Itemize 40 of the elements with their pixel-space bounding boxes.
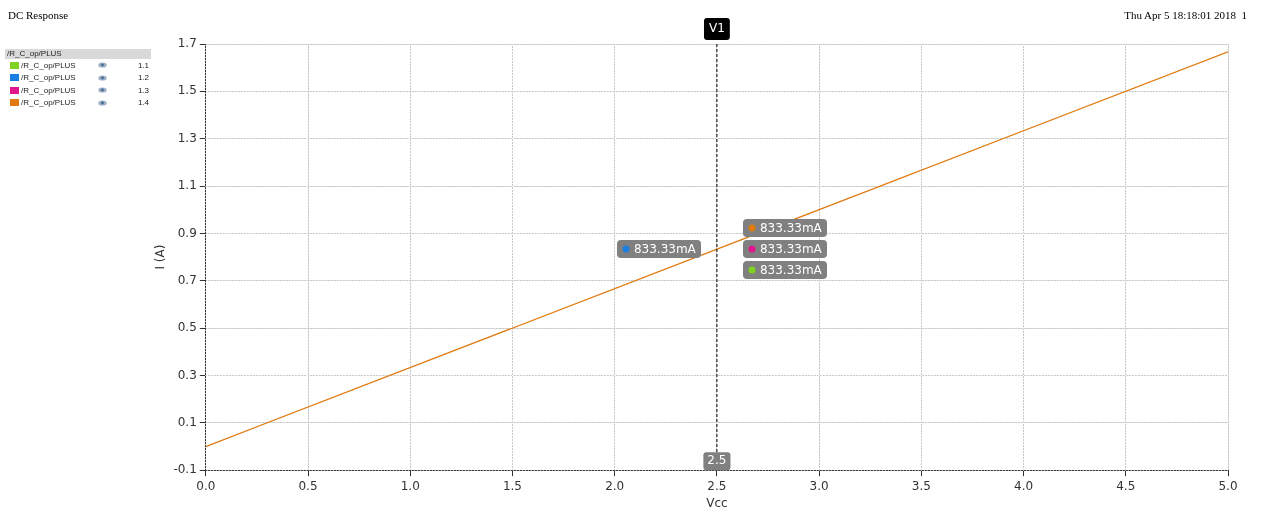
x-tick-label: 3.0 <box>809 478 829 493</box>
ref-line-label: V1 <box>708 21 725 36</box>
annotation: 833.33mA <box>742 261 827 280</box>
y-tick-label: 0.5 <box>177 320 197 335</box>
x-tick-label: 0.0 <box>196 478 216 493</box>
y-tick-label: 0.9 <box>177 225 197 240</box>
x-tick-label: 1.0 <box>400 478 420 493</box>
y-tick-label: 1.3 <box>177 130 197 145</box>
y-tick-label: -0.1 <box>173 462 197 477</box>
x-axis-title: Vcc <box>706 495 728 510</box>
annotation: 833.33mA <box>742 219 827 238</box>
x-tick-label: 1.5 <box>502 478 523 493</box>
x-tick-label: 2.5 <box>707 478 727 493</box>
x-tick-label: 4.0 <box>1014 478 1034 493</box>
legend-label: /R_C_op/PLUS <box>21 73 77 83</box>
text: DC Response <box>8 9 69 21</box>
text: 1.3 <box>137 85 149 95</box>
text: 1.1 <box>137 60 149 70</box>
text: Thu Apr 5 18:18:01 2018 1 <box>1124 9 1247 21</box>
y-tick-label: 1.1 <box>177 178 197 193</box>
annotation: 833.33mA <box>616 240 701 259</box>
x-tick-label: 5.0 <box>1218 478 1238 493</box>
x-tick-label: 3.5 <box>911 478 931 493</box>
y-tick-label: 0.7 <box>177 272 197 287</box>
x-tick-label: 4.5 <box>1116 478 1136 493</box>
legend-label: /R_C_op/PLUS <box>21 85 77 95</box>
y-tick-label: 1.7 <box>177 36 197 51</box>
text: 1.2 <box>137 73 149 83</box>
legend-title: /R_C_op/PLUS <box>5 49 151 59</box>
x-tick-label: 2.0 <box>605 478 625 493</box>
text: 1.4 <box>137 98 149 108</box>
x-tick-label: 0.5 <box>298 478 318 493</box>
y-axis-title: I (A) <box>153 244 168 270</box>
y-tick-label: 1.5 <box>177 83 197 98</box>
annotation: 833.33mA <box>742 240 827 259</box>
y-tick-label: 0.1 <box>177 414 197 429</box>
legend-label: /R_C_op/PLUS <box>21 60 77 70</box>
text: 2.5 <box>707 453 727 468</box>
legend-label: /R_C_op/PLUS <box>21 98 77 108</box>
y-tick-label: 0.3 <box>177 367 197 382</box>
